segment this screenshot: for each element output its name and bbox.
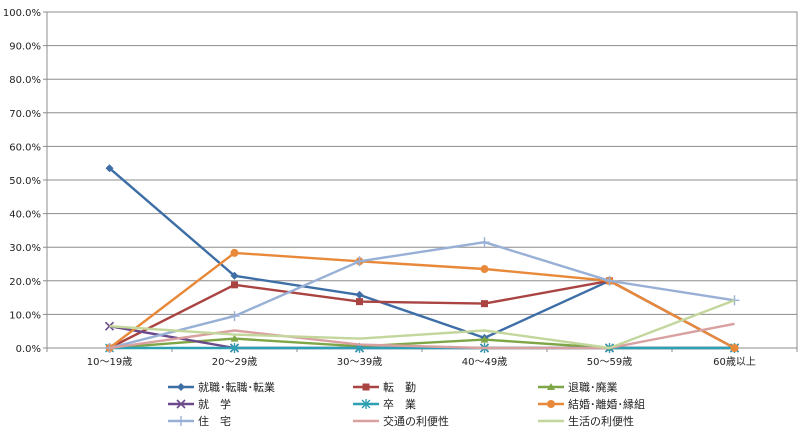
legend-marker — [176, 416, 186, 426]
legend-item: 転 勤 — [353, 381, 416, 394]
y-tick-label: 90.0% — [9, 42, 41, 53]
legend-item: 生活の利便性 — [538, 414, 634, 428]
legend-item: 結婚･離婚･縁組 — [538, 397, 645, 411]
series-line — [109, 299, 735, 350]
legend-marker — [547, 383, 555, 390]
y-tick-label: 50.0% — [9, 176, 41, 187]
data-point — [105, 164, 114, 173]
data-point — [354, 256, 365, 267]
legend-label: 就 学 — [198, 397, 231, 411]
data-point — [231, 281, 238, 289]
x-tick-label: 40～49歳 — [462, 356, 507, 368]
legend-label: 生活の利便性 — [568, 414, 634, 428]
legend-item: 住 宅 — [168, 414, 231, 428]
legend-item: 就職･転職･転業 — [168, 380, 275, 394]
data-point — [230, 334, 239, 342]
data-point — [104, 321, 115, 331]
series-6 — [105, 248, 739, 352]
x-tick-label: 10～19歳 — [87, 356, 132, 368]
series-line — [108, 251, 736, 350]
series-line — [109, 240, 735, 350]
y-tick-label: 70.0% — [9, 109, 41, 120]
data-point — [479, 237, 490, 248]
data-point — [480, 335, 489, 343]
data-point — [480, 265, 489, 274]
x-tick-label: 50～59歳 — [587, 356, 632, 368]
legend-label: 交通の利便性 — [383, 414, 449, 428]
legend-marker — [176, 399, 186, 409]
series-9 — [109, 299, 735, 350]
data-point — [730, 344, 739, 352]
legend-label: 卒 業 — [383, 397, 416, 411]
data-point — [230, 248, 239, 257]
legend-item: 交通の利便性 — [353, 414, 449, 428]
legend-label: 住 宅 — [198, 414, 231, 428]
legend-label: 退職･廃業 — [568, 380, 618, 394]
y-tick-label: 30.0% — [9, 243, 41, 254]
x-tick-label: 60歳以上 — [713, 356, 756, 368]
data-point — [481, 300, 488, 308]
legend-marker — [362, 383, 370, 391]
legend-marker — [177, 383, 185, 391]
data-point — [729, 295, 740, 306]
y-tick-label: 20.0% — [9, 277, 41, 288]
data-point — [230, 343, 239, 353]
y-tick-label: 40.0% — [9, 210, 41, 221]
data-point — [604, 275, 615, 286]
x-tick-label: 20～29歳 — [212, 356, 257, 368]
legend-item: 卒 業 — [353, 397, 416, 411]
legend-label: 就職･転職･転業 — [198, 380, 275, 394]
legend-marker — [547, 400, 555, 408]
x-tick-label: 30～39歳 — [337, 356, 382, 368]
data-point — [355, 290, 364, 299]
legend-label: 結婚･離婚･縁組 — [568, 397, 645, 411]
y-tick-label: 0.0% — [16, 344, 41, 355]
data-point — [230, 271, 239, 280]
y-tick-label: 100.0% — [3, 8, 41, 19]
legend-item: 退職･廃業 — [538, 380, 618, 394]
data-point — [229, 311, 240, 322]
legend-label: 転 勤 — [383, 381, 416, 394]
series-line — [108, 167, 736, 350]
legend-marker — [361, 399, 371, 409]
y-tick-label: 60.0% — [9, 142, 41, 153]
y-tick-label: 10.0% — [9, 310, 41, 321]
legend-item: 就 学 — [168, 397, 231, 411]
y-tick-label: 80.0% — [9, 75, 41, 86]
data-point — [356, 298, 363, 306]
